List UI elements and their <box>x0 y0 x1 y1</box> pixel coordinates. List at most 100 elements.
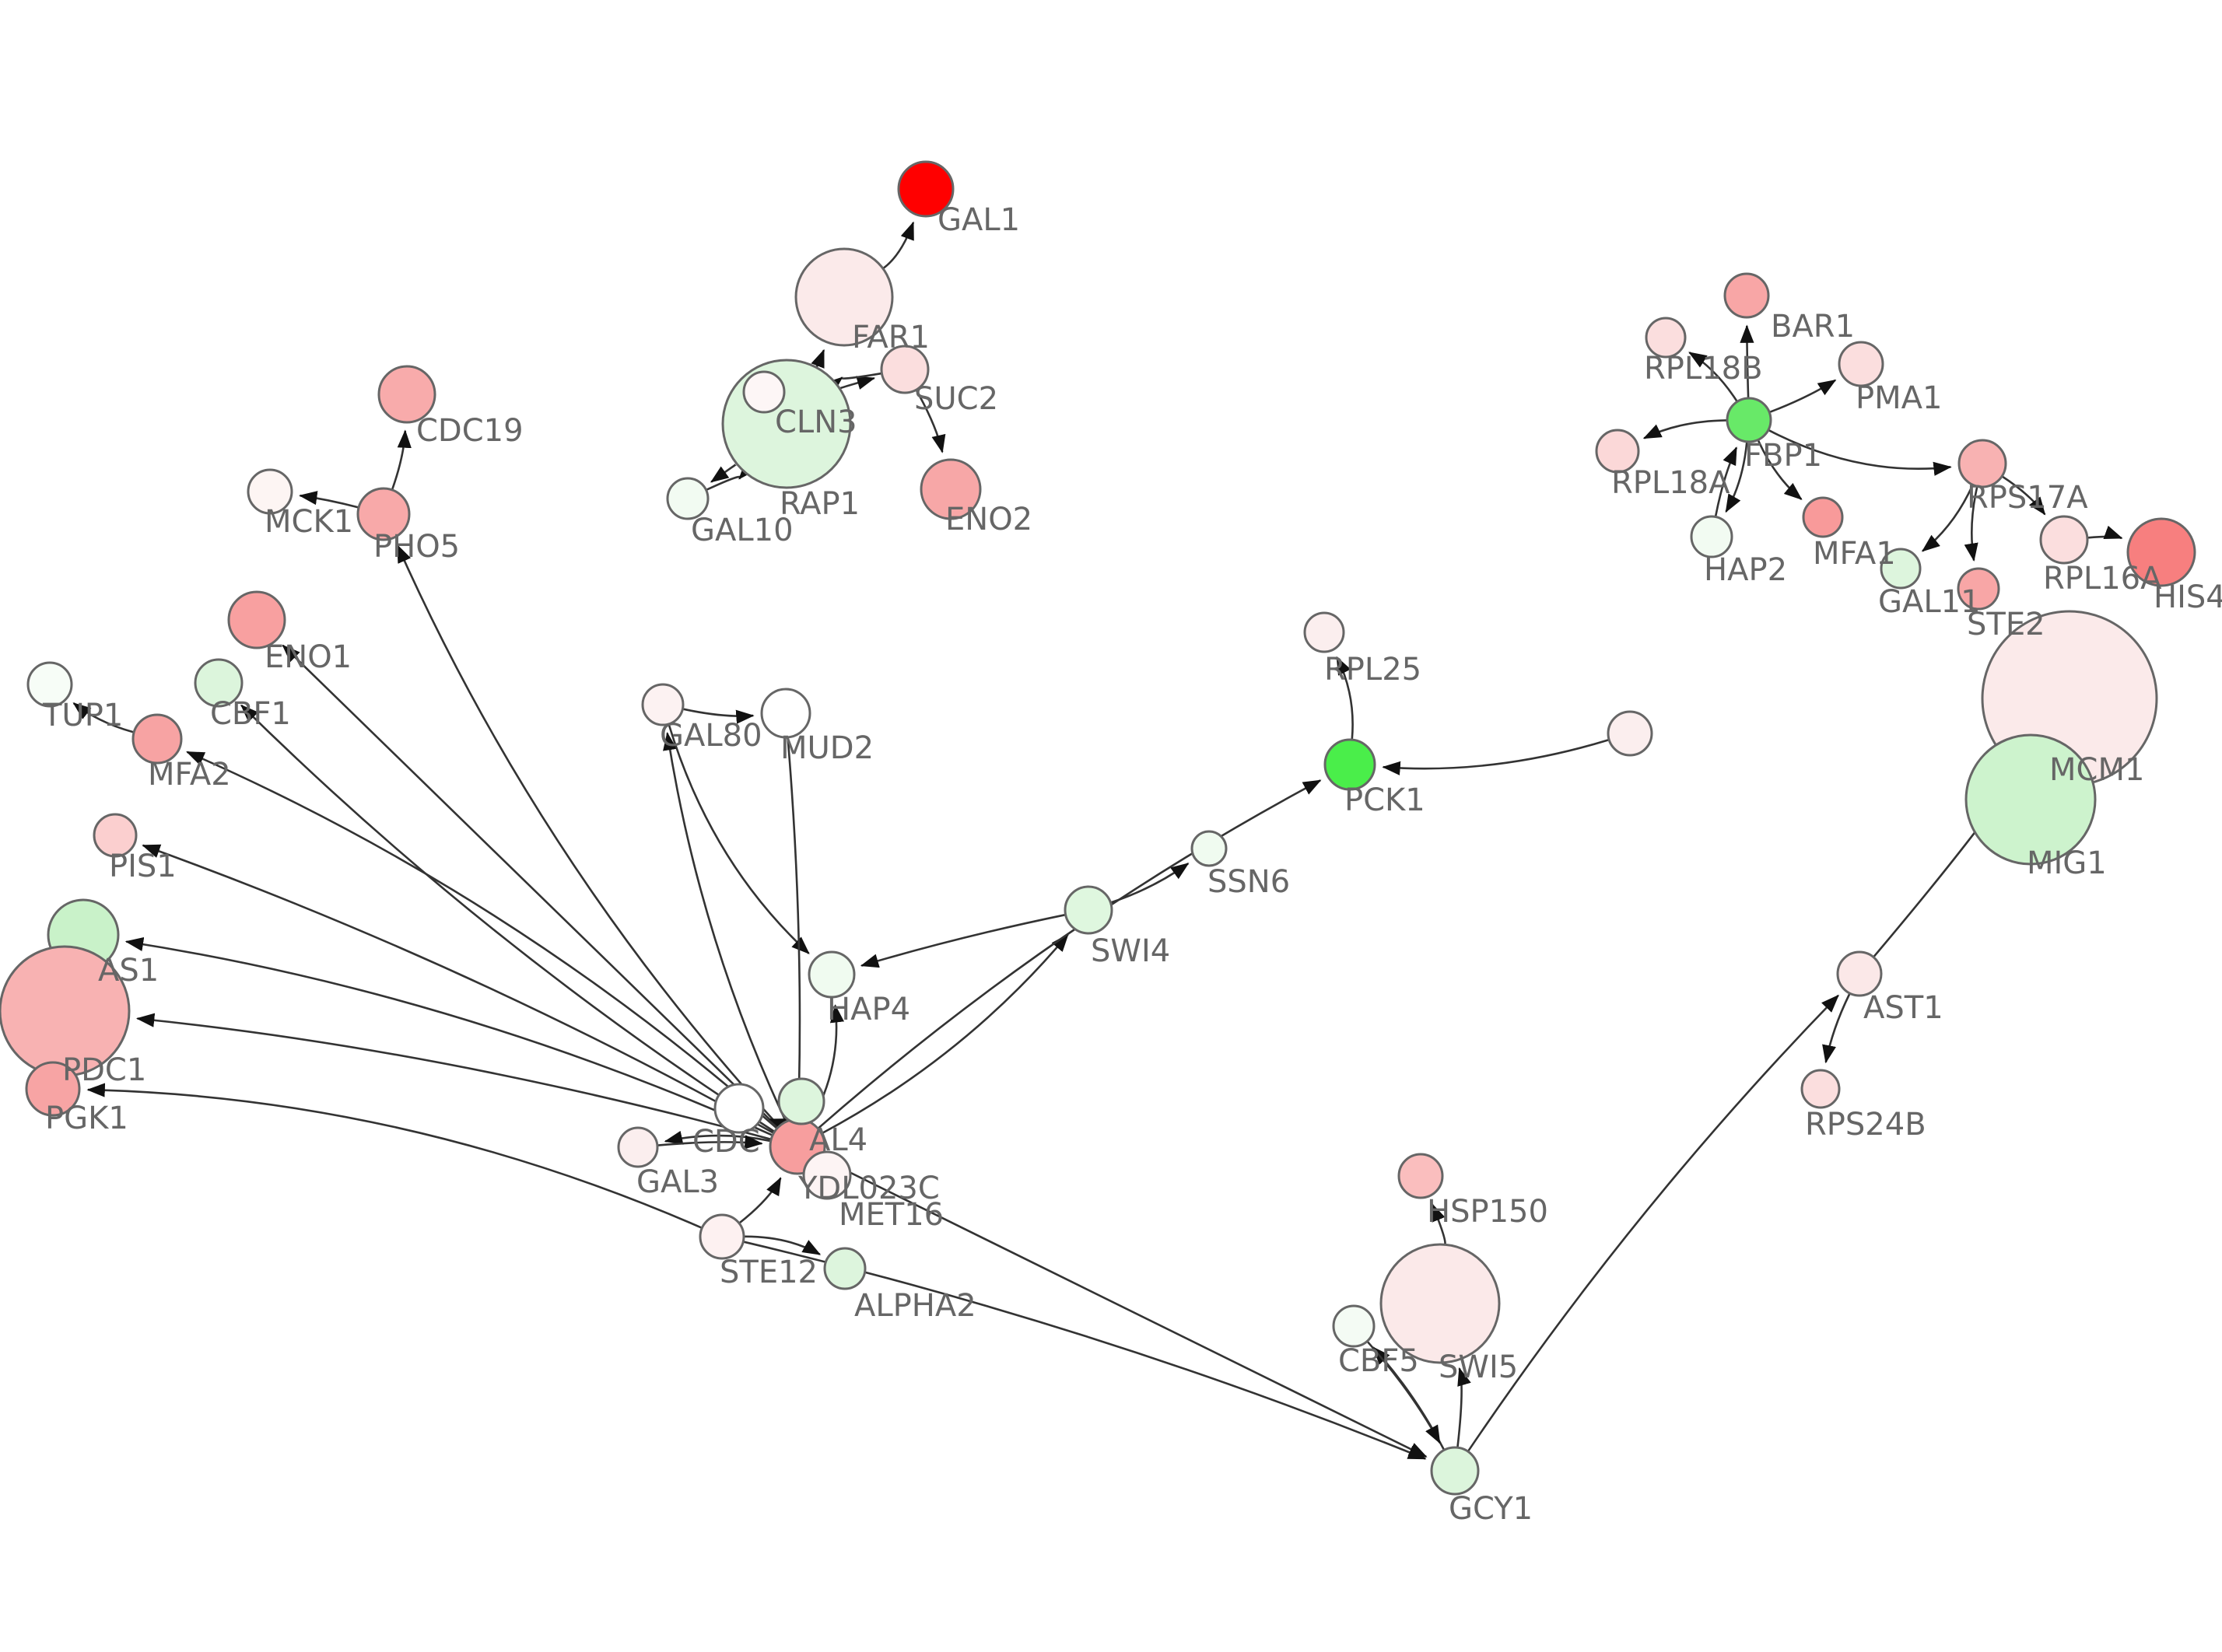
node-label-bar1: BAR1 <box>1771 309 1855 345</box>
node-label-pck1: PCK1 <box>1344 782 1425 818</box>
node-cdc39[interactable] <box>713 1083 765 1134</box>
node-label-cln3: CLN3 <box>775 404 857 440</box>
node-gal3[interactable] <box>617 1126 659 1168</box>
node-label-mfa1: MFA1 <box>1813 536 1896 572</box>
node-label-rpl18a: RPL18A <box>1611 465 1730 501</box>
node-gal4top[interactable] <box>777 1077 825 1125</box>
edge-SUC2-to-ENO2 <box>915 390 946 453</box>
edge-FBP1-to-BAR1 <box>1740 324 1754 398</box>
node-suc2[interactable] <box>880 345 930 394</box>
node-label-met16: MET16 <box>839 1197 944 1233</box>
node-pck1[interactable] <box>1323 738 1376 791</box>
node-mfa1[interactable] <box>1802 496 1844 538</box>
node-ste2[interactable] <box>1957 567 2000 611</box>
node-gal10[interactable] <box>666 477 710 520</box>
node-ssn6[interactable] <box>1190 830 1228 867</box>
node-label-eno2: ENO2 <box>945 502 1032 537</box>
node-label-pdc1: PDC1 <box>62 1052 146 1088</box>
node-far1[interactable] <box>794 247 894 347</box>
node-tup1[interactable] <box>26 661 73 708</box>
node-eno2[interactable] <box>920 458 982 520</box>
node-bar1[interactable] <box>1723 272 1770 319</box>
edge-SWI4-to-HAP4 <box>860 914 1065 968</box>
node-mfa2[interactable] <box>131 713 183 765</box>
edge-GAL4-to-GCY1 <box>822 1157 1428 1458</box>
node-gal80[interactable] <box>641 683 685 726</box>
edge-CLN3-to-SUC2 <box>839 376 876 390</box>
node-label-gal11: GAL11 <box>1878 584 1981 620</box>
node-rps24b[interactable] <box>1800 1069 1841 1109</box>
node-label-gal80: GAL80 <box>660 718 762 754</box>
edge-AST1-to-RPS24B <box>1822 993 1851 1064</box>
node-label-eno1: ENO1 <box>265 639 352 675</box>
node-grr1[interactable] <box>1607 710 1653 757</box>
node-hap4[interactable] <box>808 950 856 999</box>
node-label-far1: FAR1 <box>852 320 930 355</box>
node-gal11[interactable] <box>1880 548 1922 590</box>
edge-SUC2-to-CLN3 <box>824 372 881 394</box>
node-eno1[interactable] <box>227 590 286 649</box>
edge-STE12-to-GAL4 <box>738 1177 782 1224</box>
node-cbf5[interactable] <box>1332 1304 1376 1348</box>
edge-GAL4-to-ENO1 <box>282 644 779 1128</box>
edge-GCY1-to-SWI5 <box>1456 1367 1471 1447</box>
node-pis1[interactable] <box>93 813 138 858</box>
node-label-alpha2: ALPHA2 <box>854 1288 976 1324</box>
node-ste12[interactable] <box>699 1213 745 1260</box>
node-swi5[interactable] <box>1379 1243 1501 1364</box>
node-mck1[interactable] <box>247 468 293 515</box>
edge-GAL4-to-GAL80 <box>663 732 787 1122</box>
node-pgk1[interactable] <box>25 1061 81 1117</box>
edge-GAL4-to-CDC39 <box>769 1118 789 1132</box>
node-ast1[interactable] <box>1836 950 1883 997</box>
node-layer <box>0 160 2196 1496</box>
node-label-mfa2: MFA2 <box>148 757 231 793</box>
edge-FBP1-to-RPL18B <box>1688 352 1738 402</box>
node-ydl023c[interactable] <box>802 1150 852 1200</box>
node-rpl25[interactable] <box>1303 611 1345 653</box>
node-label-gal3: GAL3 <box>636 1164 719 1200</box>
edge-FBP1-to-MFA1 <box>1757 439 1803 500</box>
edge-GCY1-to-AST1 <box>1467 994 1839 1452</box>
node-label-pgk1: PGK1 <box>45 1101 128 1136</box>
node-label-gcy1: GCY1 <box>1449 1491 1533 1527</box>
node-label-his4: HIS4 <box>2154 579 2222 615</box>
node-cbf1[interactable] <box>194 658 244 708</box>
node-rps17a[interactable] <box>1957 439 2007 488</box>
node-gcy1[interactable] <box>1430 1446 1480 1496</box>
edge-GAL10-to-CLN3 <box>706 461 756 491</box>
edge-GAL4-to-SWI4 <box>822 933 1069 1135</box>
node-rpl16a[interactable] <box>2039 515 2089 565</box>
node-label-gas1: AS1 <box>98 953 159 989</box>
node-label-cdc19: CDC19 <box>416 413 524 449</box>
node-label-swi4: SWI4 <box>1091 933 1170 969</box>
node-cdc19[interactable] <box>377 365 436 424</box>
node-label-cdc39: CDC <box>692 1124 760 1160</box>
edge-STE12-to-ALPHA2 <box>744 1235 822 1255</box>
node-rpl18a[interactable] <box>1595 429 1640 474</box>
node-pma1[interactable] <box>1838 341 1884 387</box>
edge-FBP1-to-PMA1 <box>1769 379 1837 413</box>
node-mud2[interactable] <box>760 688 811 739</box>
node-label-rpl18b: RPL18B <box>1644 351 1763 387</box>
node-alpha2[interactable] <box>823 1247 867 1290</box>
edge-PHO5-to-CDC19 <box>391 429 412 490</box>
node-pho5[interactable] <box>356 487 411 541</box>
node-hsp150[interactable] <box>1397 1153 1444 1199</box>
edge-GAL4-to-PCK1 <box>818 779 1322 1129</box>
node-gal1[interactable] <box>897 160 955 218</box>
node-label-mud2: MUD2 <box>780 730 874 766</box>
edge-GRR1-to-PCK1 <box>1382 739 1609 775</box>
node-his4[interactable] <box>2126 517 2196 587</box>
node-hap2[interactable] <box>1690 515 1733 558</box>
edge-MFA2-to-TUP1 <box>72 702 134 733</box>
node-label-fbp1: FBP1 <box>1744 438 1822 474</box>
node-rap1[interactable] <box>742 370 786 414</box>
node-fbp1[interactable] <box>1726 397 1772 443</box>
node-swi4[interactable] <box>1064 885 1113 935</box>
node-label-ssn6: SSN6 <box>1207 864 1290 900</box>
node-mig1[interactable] <box>1964 733 2097 866</box>
node-rpl18b[interactable] <box>1645 317 1687 359</box>
node-label-cbf1: CBF1 <box>210 696 291 732</box>
